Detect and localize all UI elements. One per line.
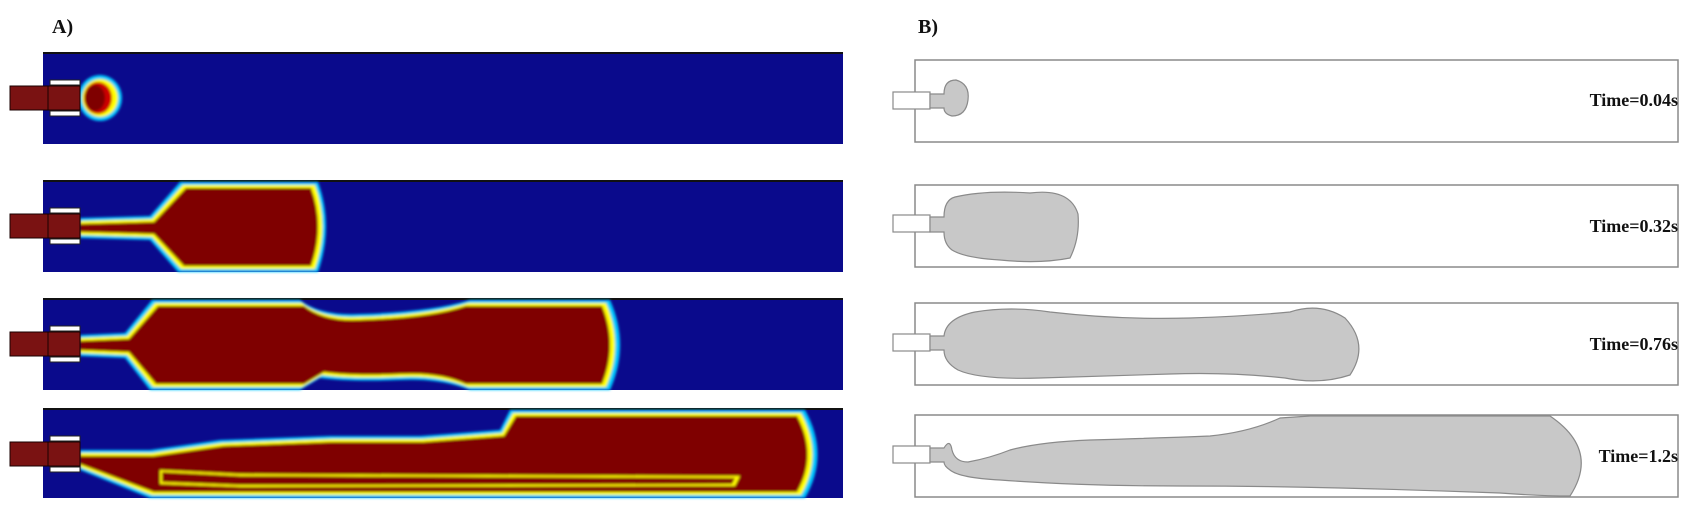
panel-a [9,52,843,498]
time-label-2: Time=0.32s [1590,216,1678,236]
gray-frame-2: Time=0.32s [892,184,1679,268]
colormap-frame-2 [9,180,843,272]
colormap-frame-4 [9,408,843,498]
gray-frame-4: Time=1.2s [892,414,1679,498]
time-label-1: Time=0.04s [1590,90,1678,110]
panel-b-label: B) [918,16,938,38]
gray-frame-1: Time=0.04s [892,59,1679,143]
panel-a-label: A) [52,16,73,38]
colormap-frame-3 [9,298,843,390]
colormap-frame-1 [9,52,843,144]
gray-frame-3: Time=0.76s [892,302,1679,386]
time-label-3: Time=0.76s [1590,334,1678,354]
panel-b: Time=0.04s Time=0.32s Time=0.76s Time=1.… [892,59,1679,498]
time-label-4: Time=1.2s [1599,446,1678,466]
